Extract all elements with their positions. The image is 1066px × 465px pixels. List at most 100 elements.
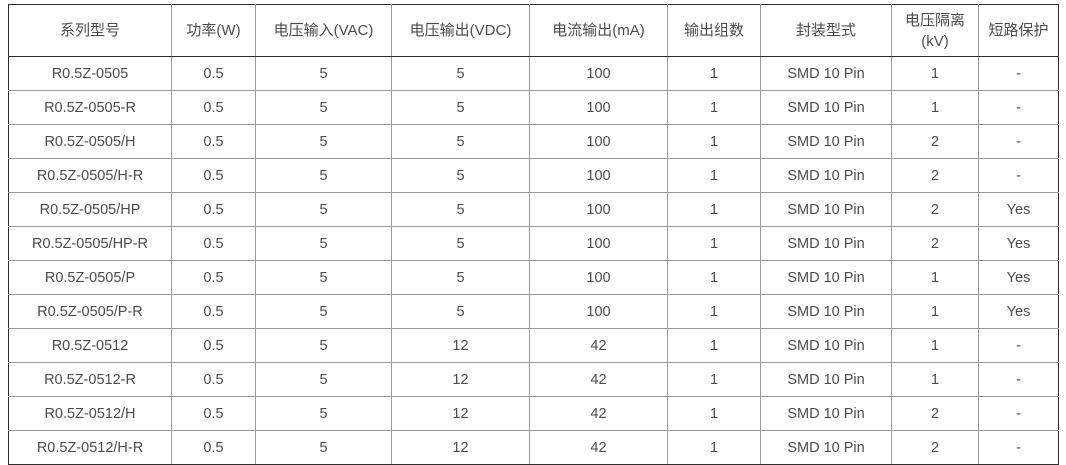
table-cell: 2 <box>891 226 979 261</box>
table-row: R0.5Z-0505/H 0.5 5 5 100 1 SMD 10 Pin 2- <box>8 124 1059 159</box>
table-cell: SMD 10 Pin <box>760 260 892 295</box>
column-header-label: 系列型号 <box>59 22 120 39</box>
table-cell: SMD 10 Pin <box>760 56 892 91</box>
column-header-label: 输出组数 <box>683 22 744 39</box>
table-cell: 2 <box>891 430 979 465</box>
table-header-row: 系列型号 功率(W) 电压输入(VAC) 电压输出(VDC) 电流输出(mA) 输出组数 封… <box>8 4 1059 57</box>
table-cell: 5 <box>255 56 392 91</box>
table-cell: 5 <box>255 294 392 329</box>
column-header-2: 功率(W) <box>171 4 256 57</box>
model-number-cell: R0.5Z-0505-R <box>8 90 172 125</box>
table-cell: 2 <box>891 158 979 193</box>
table-cell: Yes <box>978 294 1059 329</box>
table-cell: 100 <box>529 56 668 91</box>
table-cell: 1 <box>891 294 979 329</box>
column-header-3: 电压输入(VAC) <box>255 4 392 57</box>
table-cell: 42 <box>529 430 668 465</box>
model-number-cell: R0.5Z-0505/P <box>8 260 172 295</box>
table-cell: 1 <box>891 90 979 125</box>
column-header-label-line2: (kV) <box>921 32 949 50</box>
table-row: R0.5Z-0505/HP-R 0.5 5 5 100 1 SMD 10 Pin 2 Yes <box>8 226 1059 261</box>
table-cell: 0.5 <box>171 226 256 261</box>
table-cell: 0.5 <box>171 294 256 329</box>
table-row: R0.5Z-0512 0.5 5 12 42 1 SMD 10 Pin 1- <box>8 328 1059 363</box>
table-cell: 0.5 <box>171 56 256 91</box>
table-cell: 12 <box>391 362 530 397</box>
table-cell: - <box>978 396 1059 431</box>
table-cell: 100 <box>529 294 668 329</box>
table-cell: 100 <box>529 158 668 193</box>
table-cell: 0.5 <box>171 124 256 159</box>
table-cell: 12 <box>391 430 530 465</box>
column-header-9: 短路保护 <box>978 4 1059 57</box>
table-row: R0.5Z-0505/H-R 0.5 5 5 100 1 SMD 10 Pin 2- <box>8 158 1059 193</box>
table-cell: 5 <box>255 396 392 431</box>
table-row: R0.5Z-0505-R 0.5 5 5 100 1 SMD 10 Pin 1- <box>8 90 1059 125</box>
column-header-6: 输出组数 <box>667 4 761 57</box>
table-cell: 0.5 <box>171 158 256 193</box>
table-row: R0.5Z-0505/HP 0.5 5 5 100 1 SMD 10 Pin 2 Yes <box>8 192 1059 227</box>
table-cell: Yes <box>978 192 1059 227</box>
table-cell: 1 <box>667 430 761 465</box>
table-row: R0.5Z-0505 0.5 5 5 100 1 SMD 10 Pin 1- <box>8 56 1059 91</box>
table-cell: 5 <box>255 362 392 397</box>
table-cell: 5 <box>255 192 392 227</box>
table-cell: 1 <box>891 362 979 397</box>
table-cell: SMD 10 Pin <box>760 192 892 227</box>
table-cell: 1 <box>667 226 761 261</box>
model-number-cell: R0.5Z-0512/H <box>8 396 172 431</box>
table-cell: 5 <box>255 90 392 125</box>
table-cell: 2 <box>891 192 979 227</box>
table-cell: 42 <box>529 328 668 363</box>
column-header-label: 电压隔离 <box>904 11 965 29</box>
table-cell: 5 <box>391 90 530 125</box>
column-header-label: 短路保护 <box>988 22 1049 39</box>
table-cell: - <box>978 124 1059 159</box>
table-cell: 1 <box>667 396 761 431</box>
model-number-cell: R0.5Z-0505 <box>8 56 172 91</box>
table-cell: 1 <box>667 294 761 329</box>
product-specification-table: 系列型号 功率(W) 电压输入(VAC) 电压输出(VDC) 电流输出(mA) 输出组数 封… <box>8 4 1059 465</box>
table-cell: SMD 10 Pin <box>760 362 892 397</box>
table-cell: 1 <box>667 362 761 397</box>
table-cell: 0.5 <box>171 90 256 125</box>
table-cell: 1 <box>667 158 761 193</box>
table-cell: SMD 10 Pin <box>760 328 892 363</box>
table-cell: - <box>978 430 1059 465</box>
column-header-7: 封装型式 <box>760 4 892 57</box>
table-cell: SMD 10 Pin <box>760 90 892 125</box>
table-cell: 0.5 <box>171 362 256 397</box>
model-number-cell: R0.5Z-0512 <box>8 328 172 363</box>
table-cell: 5 <box>255 430 392 465</box>
model-number-cell: R0.5Z-0505/H <box>8 124 172 159</box>
table-cell: 0.5 <box>171 260 256 295</box>
table-cell: 42 <box>529 362 668 397</box>
table-cell: - <box>978 158 1059 193</box>
table-cell: 100 <box>529 192 668 227</box>
table-cell: 12 <box>391 396 530 431</box>
table-cell: 5 <box>391 260 530 295</box>
table-cell: 100 <box>529 260 668 295</box>
table-cell: 1 <box>667 56 761 91</box>
model-number-cell: R0.5Z-0512-R <box>8 362 172 397</box>
table-cell: SMD 10 Pin <box>760 158 892 193</box>
model-number-cell: R0.5Z-0512/H-R <box>8 430 172 465</box>
table-cell: 100 <box>529 124 668 159</box>
table-cell: 42 <box>529 396 668 431</box>
table-cell: 1 <box>891 56 979 91</box>
model-number-cell: R0.5Z-0505/HP-R <box>8 226 172 261</box>
table-cell: 5 <box>391 192 530 227</box>
table-cell: - <box>978 362 1059 397</box>
table-header: 系列型号 功率(W) 电压输入(VAC) 电压输出(VDC) 电流输出(mA) 输出组数 封… <box>8 4 1059 57</box>
column-header-8: 电压隔离 (kV) <box>891 4 979 57</box>
table-row: R0.5Z-0512-R 0.5 5 12 42 1 SMD 10 Pin 1- <box>8 362 1059 397</box>
table-row: R0.5Z-0505/P 0.5 5 5 100 1 SMD 10 Pin 1 Yes <box>8 260 1059 295</box>
table-cell: 0.5 <box>171 430 256 465</box>
table-cell: 0.5 <box>171 192 256 227</box>
table-cell: 5 <box>391 124 530 159</box>
model-number-cell: R0.5Z-0505/P-R <box>8 294 172 329</box>
column-header-label: 电压输出(VDC) <box>409 22 512 39</box>
column-header-4: 电压输出(VDC) <box>391 4 530 57</box>
table-cell: SMD 10 Pin <box>760 294 892 329</box>
spec-table-container: 系列型号 功率(W) 电压输入(VAC) 电压输出(VDC) 电流输出(mA) 输出组数 封… <box>8 4 1059 465</box>
